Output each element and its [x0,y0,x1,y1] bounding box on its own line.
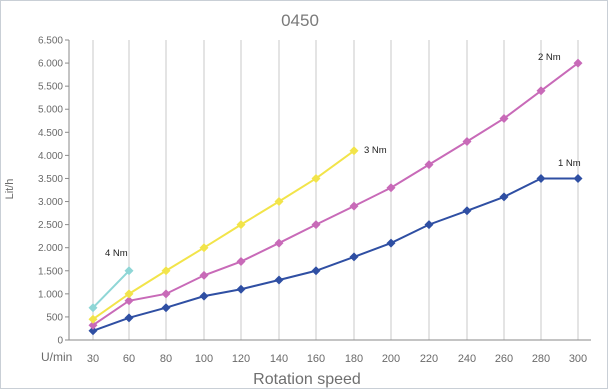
series-0-point-7 [349,252,359,262]
series-0-point-5 [274,275,284,285]
series-2-point-2 [161,266,171,276]
series-0-point-10 [462,206,472,216]
x-tick-label-13: 300 [569,353,587,365]
series-label-3: 4 Nm [105,248,128,259]
x-tick-label-7: 180 [345,353,363,365]
y-tick-label-10: 5.000 [38,105,63,116]
chart-title: 0450 [281,11,319,30]
series-line-2 [92,149,355,321]
y-tick-label-0: 0 [57,336,63,347]
series-0-point-6 [311,266,321,276]
series-1-point-3 [199,270,209,280]
series-3-point-1 [124,266,134,276]
series-2-point-3 [199,243,209,253]
series-1-point-4 [236,257,246,267]
x-tick-label-1: 60 [123,353,135,365]
y-tick-label-9: 4.500 [38,128,63,139]
series-2-point-6 [311,173,321,183]
y-tick-label-4: 2.000 [38,243,63,254]
series-line-3 [92,270,130,309]
series-0-point-2 [161,303,171,313]
x-tick-label-8: 200 [382,353,400,365]
series-2-point-5 [274,197,284,207]
y-tick-label-8: 4.000 [38,151,63,162]
x-tick-label-9: 220 [420,353,438,365]
x-tick-label-10: 240 [458,353,476,365]
x-tick-label-3: 100 [195,353,213,365]
series-3-point-0 [88,303,98,313]
axes [68,40,591,341]
series-0-point-1 [124,313,134,323]
y-axis-label: Lit/h [4,179,16,200]
series-0-point-3 [199,291,209,301]
series-0-point-13 [573,173,583,183]
series-1-point-2 [161,289,171,299]
series-2-point-0 [88,314,98,324]
series-1-point-13 [573,58,583,68]
series-1-point-7 [349,201,359,211]
x-tick-label-4: 120 [232,353,250,365]
series-0-point-11 [499,192,509,202]
x-tick-label-5: 140 [270,353,288,365]
series-label-2: 3 Nm [364,145,387,156]
x-axis-label: Rotation speed [253,371,361,388]
series-labels: 1 Nm 2 Nm 3 Nm 4 Nm [105,52,581,259]
y-tick-label-12: 6.000 [38,59,63,70]
series-label-0: 1 Nm [558,158,581,169]
series-line-1 [92,62,579,327]
series-1-point-6 [311,220,321,230]
y-tick-label-5: 2.500 [38,220,63,231]
series-1-point-9 [424,160,434,170]
x-tick-label-12: 280 [532,353,550,365]
series-0-point-0 [88,326,98,336]
y-tick-label-3: 1.500 [38,266,63,277]
series-0-point-12 [536,173,546,183]
series-line-0 [92,177,578,332]
y-tick-labels: 0 500 1.000 1.500 2.000 2.500 3.000 3.500 4.000 4… [38,36,69,347]
series-0-point-8 [386,238,396,248]
series-2-point-1 [124,289,134,299]
series-1-point-5 [274,238,284,248]
y-tick-label-1: 500 [46,312,63,323]
series-group [88,58,583,336]
series-1-point-0 [88,320,98,330]
series-label-1: 2 Nm [538,52,561,63]
series-1-point-10 [462,137,472,147]
series-2-point-7 [349,146,359,156]
y-tick-label-13: 6.500 [38,36,63,47]
series-1-point-11 [499,113,509,123]
x-tick-label-2: 80 [160,353,172,365]
x-tick-label-0: 30 [87,353,99,365]
y-tick-label-11: 5.500 [38,82,63,93]
series-1-point-12 [536,86,546,96]
series-0-point-9 [424,220,434,230]
x-tick-labels: 30 60 80 100 120 140 160 180 200 220 240 260 280 300 [87,353,587,365]
series-1-point-8 [386,183,396,193]
y-tick-label-2: 1.000 [38,289,63,300]
series-1-point-1 [124,296,134,306]
series-2-point-4 [236,220,246,230]
y-tick-label-6: 3.000 [38,197,63,208]
x-unit-label: U/min [41,350,72,364]
y-tick-label-7: 3.500 [38,174,63,185]
gridlines [92,40,579,340]
x-tick-label-11: 260 [495,353,513,365]
x-tick-label-6: 160 [307,353,325,365]
series-0-point-4 [236,284,246,294]
